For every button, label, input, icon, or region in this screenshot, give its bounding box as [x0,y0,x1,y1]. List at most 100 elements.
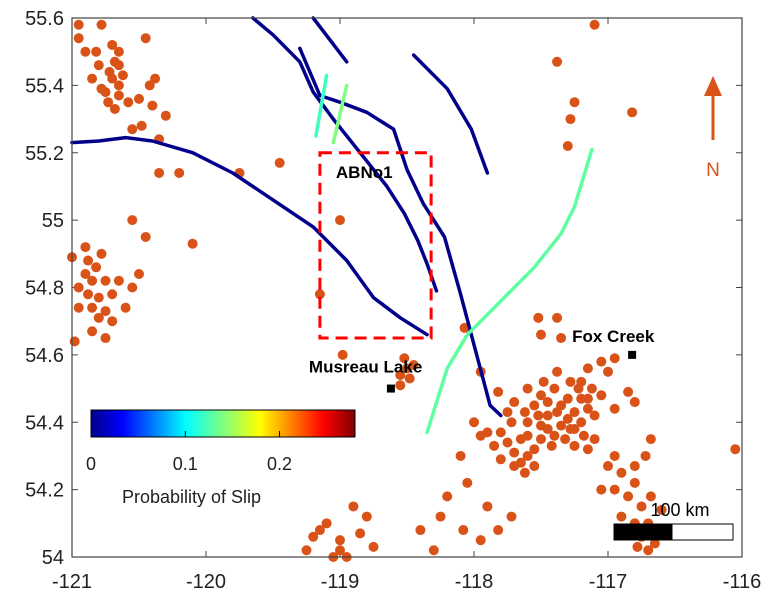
colorbar-gradient [90,409,356,438]
event-dot [123,97,134,108]
fault-lines [70,16,594,435]
event-dot [160,110,171,121]
event-dot [569,440,580,451]
north-arrow-head-icon [704,76,722,96]
event-dot [321,518,332,529]
event-dot [533,312,544,323]
event-dot [578,430,589,441]
event-dot [629,461,640,472]
event-dot [649,538,660,549]
event-dot [308,531,319,542]
event-dot [174,167,185,178]
event-dot [113,60,124,71]
event-dot [107,73,118,84]
fox-creek-marker [628,350,637,359]
event-dot [556,333,567,344]
event-dot [109,103,120,114]
event-dot [616,511,627,522]
event-dot [502,437,513,448]
event-dot [117,70,128,81]
event-dot [616,467,627,478]
abno1-study-area-box [318,151,433,340]
event-dot [569,97,580,108]
event-dot [469,417,479,428]
x-tick-label: -118 [455,571,494,593]
event-dot [552,312,563,323]
event-dot [589,410,600,421]
event-dot [144,80,155,91]
event-dot [562,413,573,424]
event-dot [96,19,107,30]
event-dot [560,434,571,445]
event-dot [127,282,138,293]
event-dot [69,336,80,347]
event-dot [96,248,107,259]
event-dot [87,326,98,337]
event-dot [629,477,640,488]
event-dot [552,366,563,377]
event-dot [627,107,638,118]
event-dot [489,440,500,451]
event-dot [154,167,165,178]
event-dot [536,329,546,340]
event-dot [556,420,567,431]
event-dot [552,56,563,67]
event-dot [542,397,553,408]
event-dot [442,491,453,502]
event-dot [80,269,91,280]
event-dot [493,525,504,536]
event-dot [636,501,647,512]
musreau-lake-marker [386,384,395,393]
event-dot [113,90,124,101]
event-dot [435,511,446,522]
event-dot [546,440,557,451]
fault-line [411,53,490,175]
event-dot [87,275,98,286]
fault-line [311,16,349,64]
event-dot [80,242,91,253]
event-dot [455,450,466,461]
event-dot [408,359,419,370]
event-dot [107,289,118,300]
event-dot [100,275,111,286]
event-dot [415,525,426,536]
event-dot [100,333,111,344]
event-dot [536,420,546,431]
event-dot [506,417,517,428]
event-dot [509,397,520,408]
event-dot [355,528,366,539]
event-dot [493,386,504,397]
event-dot [623,491,634,502]
event-dot [582,403,593,414]
event-dot [609,403,620,414]
y-tick-label: 55.6 [25,8,64,30]
event-dot [519,467,530,478]
event-dot [538,376,549,387]
event-dot [509,447,520,458]
event-dot [565,423,576,434]
fox-creek-label: Fox Creek [572,327,655,346]
event-dot [536,390,546,401]
y-tick-label: 54 [42,547,64,569]
event-dot [582,393,593,404]
event-dot [335,535,345,546]
event-dot [519,407,530,418]
event-dot [562,141,573,152]
event-dot [562,393,573,404]
event-dot [73,302,84,313]
scale-bar-filled-segment [613,523,673,541]
event-dot [475,535,486,546]
event-dot [87,302,98,313]
event-dot [502,407,513,418]
event-dot [586,383,597,394]
axis-ticks: -121 -120 -119 -118 -117 -116 54 54.2 54.4 54.6 54… [25,8,761,593]
north-label: N [706,160,720,181]
event-dot [582,444,593,455]
fault-line [331,83,349,145]
event-dot [542,410,553,421]
event-dot [609,484,620,495]
event-dot [549,383,560,394]
colorbar-tick-label: 0.2 [267,454,292,474]
event-dot [643,545,654,556]
event-dot [93,312,104,323]
